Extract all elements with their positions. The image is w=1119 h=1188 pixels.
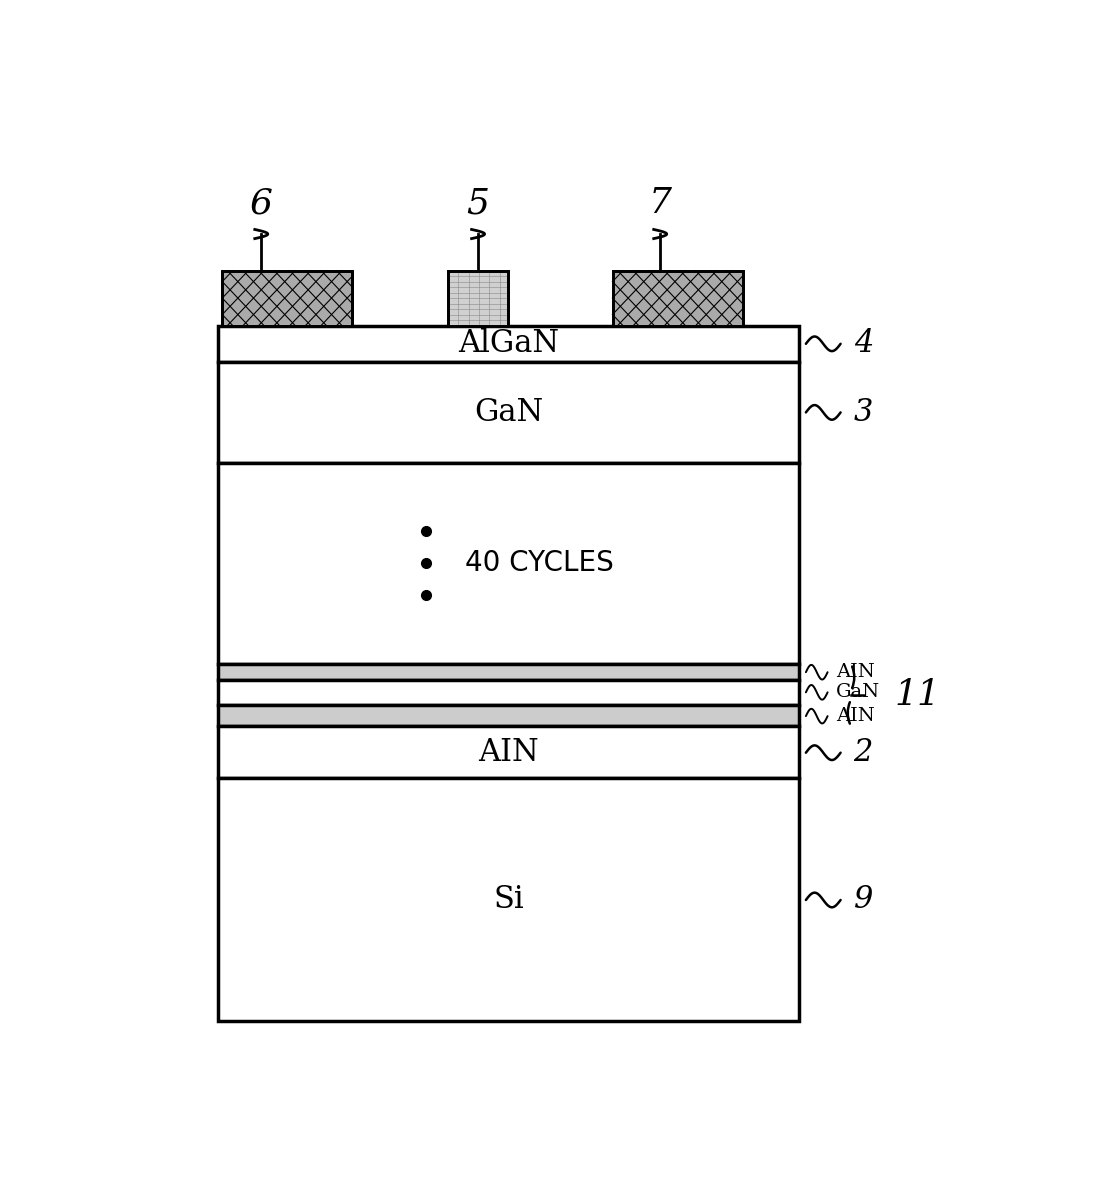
Bar [612,271,743,326]
Text: 6: 6 [250,187,273,220]
Bar [218,664,799,681]
Bar [218,778,799,1020]
Bar [218,362,799,463]
Bar [218,706,799,726]
Text: AIN: AIN [836,707,875,725]
Text: 9: 9 [854,885,873,916]
Text: 7: 7 [649,187,671,220]
Bar [218,681,799,706]
Text: AIN: AIN [836,663,875,681]
Text: 5: 5 [467,187,490,220]
Text: Si: Si [493,884,524,915]
Text: 40 CYCLES: 40 CYCLES [466,549,614,577]
Text: 2: 2 [854,738,873,769]
Text: AIN: AIN [478,737,539,767]
Bar [218,463,799,664]
Text: 4: 4 [854,328,873,359]
Bar [218,726,799,778]
Text: 3: 3 [854,397,873,428]
Bar [218,326,799,362]
Text: GaN: GaN [836,683,881,701]
Text: GaN: GaN [473,397,543,428]
Bar [448,271,508,326]
Bar [448,271,508,326]
Bar [612,271,743,326]
Bar [223,271,352,326]
Text: AlGaN: AlGaN [458,328,560,359]
Bar [223,271,352,326]
Text: 11: 11 [894,678,940,712]
